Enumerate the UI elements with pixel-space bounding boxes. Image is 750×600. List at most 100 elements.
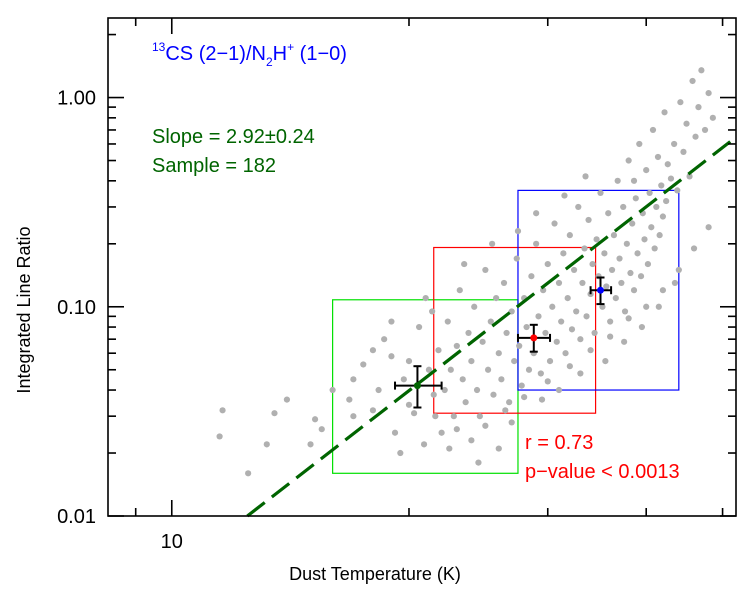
scatter-point	[513, 255, 520, 262]
scatter-point	[625, 157, 632, 164]
scatter-point	[495, 445, 502, 452]
scatter-point	[484, 366, 492, 373]
scatter-point	[245, 470, 252, 477]
scatter-point	[482, 266, 489, 274]
panel-label: 13CS (2−1)/N2H+ (1−0)	[152, 40, 347, 69]
scatter-point	[435, 347, 442, 354]
scatter-point	[549, 303, 556, 310]
scatter-point	[614, 177, 621, 184]
panel-label-sub: 2	[266, 55, 273, 69]
scatter-point	[658, 182, 665, 189]
scatter-point	[641, 236, 648, 243]
scatter-point	[690, 245, 698, 252]
red-binned-marker	[530, 334, 538, 342]
scatter-point	[263, 441, 270, 448]
scatter-point	[597, 189, 604, 197]
scatter-point	[219, 407, 226, 414]
scatter-point	[618, 279, 625, 287]
scatter-point	[506, 399, 513, 406]
scatter-point	[489, 240, 496, 247]
scatter-point	[397, 449, 404, 457]
scatter-point	[500, 279, 508, 287]
scatter-point	[307, 441, 314, 448]
scatter-point	[465, 329, 472, 337]
scatter-point	[636, 140, 643, 148]
scatter-point	[610, 232, 618, 239]
x-axis-label: Dust Temperature (K)	[289, 564, 461, 584]
scatter-point	[575, 203, 582, 211]
scatter-point	[577, 370, 584, 377]
scatter-point	[566, 363, 573, 370]
scatter-point	[493, 295, 500, 302]
scatter-point	[551, 220, 558, 227]
scatter-point	[664, 161, 671, 168]
scatter-point	[607, 318, 614, 325]
scatter-point	[514, 227, 522, 235]
scatter-point	[425, 366, 433, 373]
scatter-point	[476, 413, 483, 420]
scatter-point	[498, 376, 505, 383]
blue-binned-point	[589, 276, 613, 306]
scatter-point	[587, 347, 594, 354]
scatter-point	[350, 376, 357, 383]
scatter-point	[608, 266, 616, 274]
scatter-point	[648, 224, 655, 231]
scatter-point	[605, 210, 612, 217]
y-tick-label: 0.10	[57, 297, 96, 319]
scatter-point	[533, 210, 540, 217]
scatter-point	[553, 338, 560, 345]
scatter-point	[603, 283, 610, 290]
scatter-point	[689, 77, 696, 85]
y-axis-label: Integrated Line Ratio	[14, 226, 34, 393]
scatter-point	[369, 347, 377, 354]
green-binned-point	[394, 365, 443, 409]
scatter-point	[620, 203, 627, 211]
axes	[107, 17, 737, 517]
scatter-point	[471, 303, 478, 310]
scatter-point	[583, 313, 590, 320]
panel-label-sup: +	[287, 40, 294, 54]
scatter-point	[537, 370, 544, 377]
scatter-point	[671, 140, 678, 148]
scatter-point	[630, 177, 638, 184]
scatter-point	[638, 323, 646, 331]
scatter-point	[686, 173, 693, 180]
scatter-point	[555, 386, 563, 394]
scatter-point	[659, 213, 667, 220]
scatter-point	[649, 126, 657, 134]
scatter-point	[521, 394, 528, 401]
scatter-point	[627, 269, 634, 277]
scatter-point	[558, 318, 565, 325]
scatter-point	[544, 260, 551, 268]
scatter-point	[561, 192, 568, 199]
panel-label-mid: H	[273, 43, 287, 65]
scatter-point	[533, 240, 540, 247]
scatter-point	[216, 433, 223, 440]
scatter-point	[629, 220, 636, 227]
scatter-point	[683, 120, 690, 127]
scatter-point	[453, 342, 460, 350]
binned-points	[394, 276, 613, 409]
scatter-point	[511, 357, 518, 365]
scatter-point	[632, 195, 639, 202]
scatter-point	[388, 318, 395, 325]
scatter-point	[701, 126, 709, 134]
scatter-point	[680, 148, 687, 155]
scatter-point	[508, 419, 515, 426]
scatter-point	[468, 357, 475, 365]
sample-annotation: Sample = 182	[152, 155, 276, 177]
scatter-point	[589, 260, 596, 268]
scatter-point	[677, 99, 684, 106]
tick-labels: 10 0.01 0.10 1.00	[57, 88, 183, 553]
scatter-point	[656, 232, 663, 239]
scatter-point	[473, 386, 481, 394]
scatter-point	[646, 189, 653, 197]
scatter-point	[674, 187, 681, 194]
scatter-point	[271, 410, 278, 417]
scatter-point	[654, 153, 662, 161]
scatter-point	[651, 245, 658, 252]
scatter-point	[360, 361, 367, 368]
scatter-point	[643, 303, 650, 310]
scatter-point	[318, 426, 325, 433]
